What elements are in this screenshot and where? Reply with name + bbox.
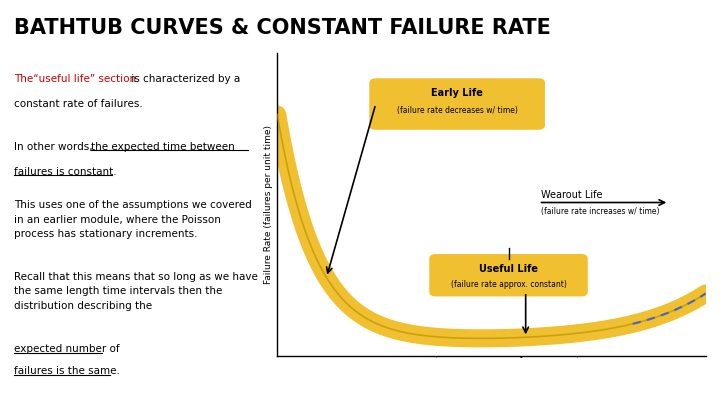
Text: Wearout Life: Wearout Life [541, 190, 602, 200]
Text: This uses one of the assumptions we covered
in an earlier module, where the Pois: This uses one of the assumptions we cove… [14, 200, 252, 239]
Text: BATHTUB CURVES & CONSTANT FAILURE RATE: BATHTUB CURVES & CONSTANT FAILURE RATE [14, 18, 552, 38]
Y-axis label: Failure Rate (failures per unit time): Failure Rate (failures per unit time) [264, 124, 273, 284]
FancyBboxPatch shape [429, 254, 588, 297]
Text: Recall that this means that so long as we have
the same length time intervals th: Recall that this means that so long as w… [14, 272, 258, 311]
Text: constant rate of failures.: constant rate of failures. [14, 99, 143, 109]
Text: expected number of: expected number of [14, 344, 120, 354]
Text: failures is the same.: failures is the same. [14, 366, 120, 376]
Text: In other words,: In other words, [14, 141, 96, 152]
Text: The“useful life” section: The“useful life” section [14, 74, 137, 84]
Text: (failure rate approx. constant): (failure rate approx. constant) [451, 280, 567, 289]
Text: Early Life: Early Life [431, 88, 483, 99]
FancyBboxPatch shape [369, 78, 545, 130]
Text: is characterized by a: is characterized by a [128, 74, 240, 84]
Text: Useful Life: Useful Life [479, 264, 538, 274]
Text: (failure rate decreases w/ time): (failure rate decreases w/ time) [397, 105, 518, 115]
Text: Time (hours, miles, cycles, etc.): Time (hours, miles, cycles, etc.) [402, 349, 580, 358]
Text: the expected time between: the expected time between [91, 141, 235, 152]
Text: failures is constant.: failures is constant. [14, 166, 117, 177]
Text: (failure rate increases w/ time): (failure rate increases w/ time) [541, 207, 660, 216]
